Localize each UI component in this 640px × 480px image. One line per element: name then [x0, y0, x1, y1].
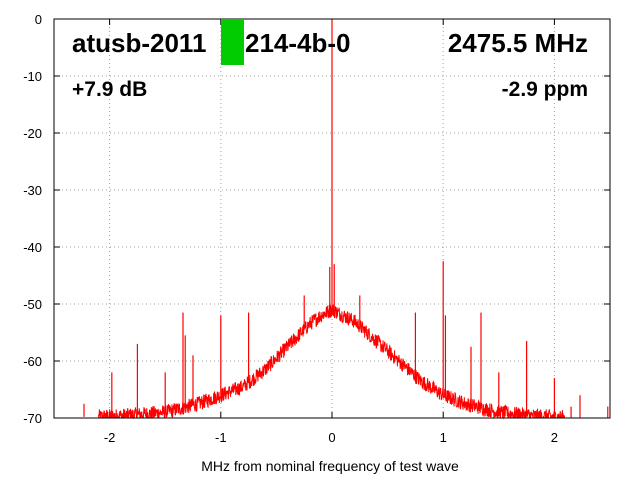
- x-tick-label: -2: [104, 430, 116, 445]
- green-marker: [221, 19, 244, 65]
- x-axis-label: MHz from nominal frequency of test wave: [201, 458, 459, 474]
- plot-border: [53, 18, 611, 419]
- frequency-label: 2475.5 MHz: [448, 28, 588, 58]
- offset-label: -2.9 ppm: [502, 78, 588, 101]
- device-label: atusb-2011: [72, 28, 206, 58]
- x-tick-label: -1: [215, 430, 227, 445]
- y-tick-label: -30: [23, 183, 42, 198]
- y-tick-label: -20: [23, 126, 42, 141]
- x-tick-label: 2: [551, 430, 558, 445]
- y-tick-label: -70: [23, 411, 42, 426]
- y-tick-label: -10: [23, 69, 42, 84]
- gain-label: +7.9 dB: [72, 78, 147, 101]
- y-tick-label: -40: [23, 240, 42, 255]
- spur-lines: [83, 19, 609, 418]
- y-tick-label: 0: [35, 12, 42, 27]
- x-tick-label: 1: [440, 430, 447, 445]
- y-tick-label: -50: [23, 297, 42, 312]
- x-tick-label: 0: [328, 430, 335, 445]
- device-suffix-label: 214-4b-0: [245, 28, 351, 58]
- y-tick-label: -60: [23, 354, 42, 369]
- y-axis-ticks: 0 -10 -20 -30 -40 -50 -60 -70: [23, 12, 610, 426]
